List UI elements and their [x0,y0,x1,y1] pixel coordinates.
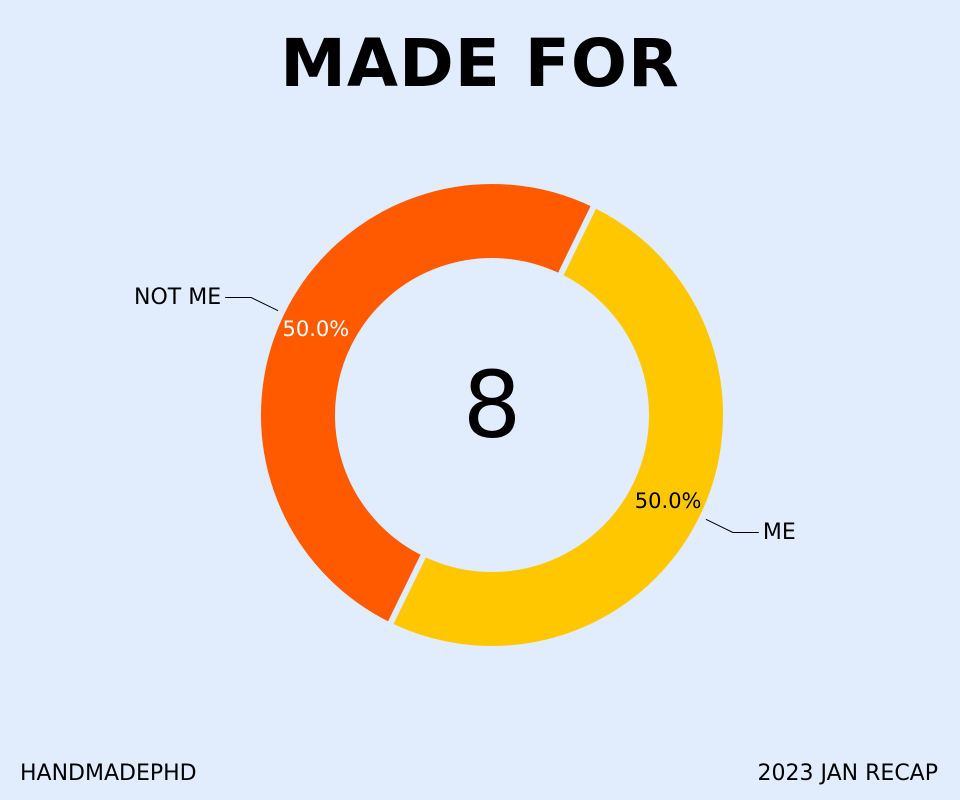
slice-not-me [255,178,599,630]
slice-percent-not-me: 50.0% [282,317,349,341]
chart-leaders [225,297,759,533]
slice-percent-me: 50.0% [635,489,702,513]
slice-me [385,200,729,652]
slice-label-not-me: NOT ME [134,285,221,310]
leader-line-not-me [225,297,279,312]
chart-slices [255,178,729,652]
chart-labels: 50.0% ME 50.0% NOT ME [134,285,796,545]
footer-period: 2023 JAN RECAP [757,761,938,786]
footer-brand: HANDMADEPHD [20,761,197,786]
chart-center-value: 8 [463,352,522,459]
leader-line-me [705,518,759,533]
slice-label-me: ME [763,520,796,545]
page-title: MADE FOR [280,25,680,102]
